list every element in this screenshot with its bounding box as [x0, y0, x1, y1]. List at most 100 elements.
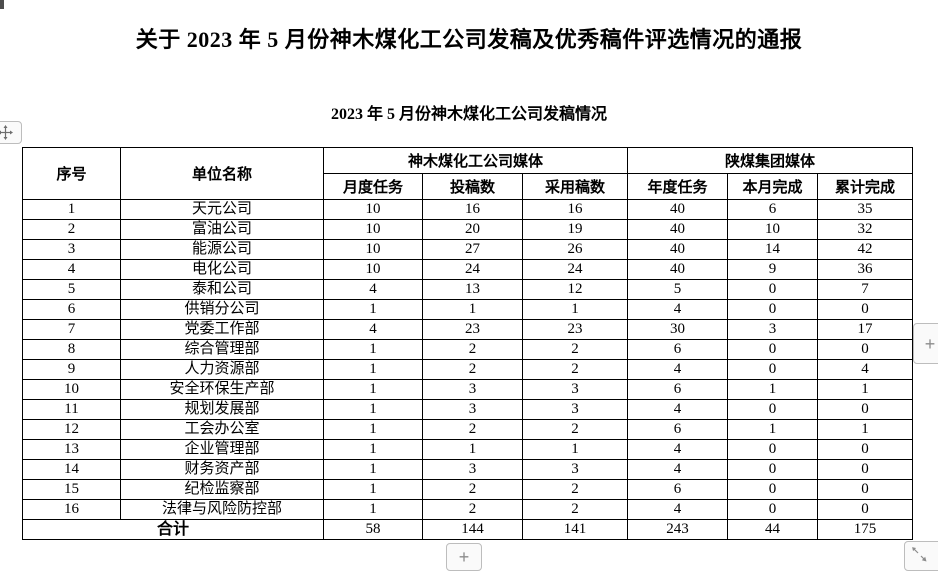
row-value[interactable]: 13	[422, 279, 523, 300]
document-title[interactable]: 关于 2023 年 5 月份神木煤化工公司发稿及优秀稿件评选情况的通报	[135, 27, 803, 52]
row-serial[interactable]: 6	[22, 299, 121, 320]
row-value[interactable]: 27	[422, 239, 523, 260]
row-unit-name[interactable]: 泰和公司	[120, 279, 324, 300]
row-value[interactable]: 6	[627, 379, 729, 400]
row-value[interactable]: 0	[727, 299, 819, 320]
row-value[interactable]: 1	[422, 439, 523, 460]
total-value[interactable]: 58	[323, 519, 423, 540]
row-value[interactable]: 2	[422, 359, 523, 380]
row-serial[interactable]: 7	[22, 319, 121, 340]
total-value[interactable]: 243	[627, 519, 729, 540]
row-value[interactable]: 2	[422, 339, 523, 360]
row-unit-name[interactable]: 电化公司	[120, 259, 324, 280]
row-serial[interactable]: 10	[22, 379, 121, 400]
row-value[interactable]: 0	[817, 439, 914, 460]
row-unit-name[interactable]: 综合管理部	[120, 339, 324, 360]
row-value[interactable]: 10	[323, 259, 423, 280]
col-header-cumulative-done[interactable]: 累计完成	[817, 173, 914, 200]
total-value[interactable]: 175	[817, 519, 914, 540]
row-value[interactable]: 1	[817, 379, 914, 400]
row-value[interactable]: 1	[323, 299, 423, 320]
table-move-handle[interactable]	[0, 121, 22, 144]
row-value[interactable]: 3	[521, 399, 629, 420]
col-header-annual-task[interactable]: 年度任务	[627, 173, 729, 200]
row-value[interactable]: 10	[323, 199, 423, 220]
col-header-serial[interactable]: 序号	[22, 147, 121, 200]
row-value[interactable]: 1	[323, 339, 423, 360]
row-value[interactable]: 0	[727, 479, 819, 500]
row-value[interactable]: 40	[627, 239, 729, 260]
row-value[interactable]: 6	[627, 339, 729, 360]
table-caption[interactable]: 2023 年 5 月份神木煤化工公司发稿情况	[330, 106, 607, 123]
row-value[interactable]: 0	[817, 399, 914, 420]
row-value[interactable]: 32	[817, 219, 914, 240]
row-unit-name[interactable]: 能源公司	[120, 239, 324, 260]
row-value[interactable]: 0	[727, 439, 819, 460]
row-value[interactable]: 40	[627, 199, 729, 220]
row-unit-name[interactable]: 供销分公司	[120, 299, 324, 320]
row-value[interactable]: 4	[627, 439, 729, 460]
row-unit-name[interactable]: 工会办公室	[120, 419, 324, 440]
row-value[interactable]: 2	[521, 419, 629, 440]
row-serial[interactable]: 2	[22, 219, 121, 240]
row-value[interactable]: 4	[323, 319, 423, 340]
row-value[interactable]: 16	[422, 199, 523, 220]
row-value[interactable]: 16	[521, 199, 629, 220]
row-value[interactable]: 9	[727, 259, 819, 280]
row-value[interactable]: 24	[521, 259, 629, 280]
row-value[interactable]: 4	[627, 459, 729, 480]
row-value[interactable]: 2	[521, 499, 629, 520]
row-value[interactable]: 2	[422, 479, 523, 500]
row-value[interactable]: 0	[727, 399, 819, 420]
row-value[interactable]: 1	[727, 419, 819, 440]
row-unit-name[interactable]: 人力资源部	[120, 359, 324, 380]
row-value[interactable]: 3	[727, 319, 819, 340]
row-value[interactable]: 0	[817, 499, 914, 520]
row-serial[interactable]: 13	[22, 439, 121, 460]
row-value[interactable]: 0	[817, 459, 914, 480]
col-header-adopted[interactable]: 采用稿数	[521, 173, 629, 200]
row-serial[interactable]: 4	[22, 259, 121, 280]
row-value[interactable]: 23	[521, 319, 629, 340]
row-value[interactable]: 19	[521, 219, 629, 240]
row-value[interactable]: 2	[521, 339, 629, 360]
row-value[interactable]: 2	[422, 499, 523, 520]
row-value[interactable]: 1	[817, 419, 914, 440]
row-value[interactable]: 23	[422, 319, 523, 340]
row-unit-name[interactable]: 法律与风险防控部	[120, 499, 324, 520]
row-unit-name[interactable]: 党委工作部	[120, 319, 324, 340]
row-value[interactable]: 1	[323, 379, 423, 400]
row-value[interactable]: 3	[422, 379, 523, 400]
col-header-submitted[interactable]: 投稿数	[422, 173, 523, 200]
row-serial[interactable]: 9	[22, 359, 121, 380]
row-value[interactable]: 20	[422, 219, 523, 240]
row-value[interactable]: 1	[727, 379, 819, 400]
insert-row-button[interactable]: +	[446, 543, 482, 571]
row-value[interactable]: 6	[627, 479, 729, 500]
row-unit-name[interactable]: 规划发展部	[120, 399, 324, 420]
row-value[interactable]: 1	[323, 439, 423, 460]
row-serial[interactable]: 3	[22, 239, 121, 260]
row-value[interactable]: 0	[727, 279, 819, 300]
total-value[interactable]: 141	[521, 519, 629, 540]
row-serial[interactable]: 1	[22, 199, 121, 220]
row-value[interactable]: 3	[422, 459, 523, 480]
row-value[interactable]: 1	[323, 359, 423, 380]
row-value[interactable]: 4	[627, 359, 729, 380]
row-unit-name[interactable]: 企业管理部	[120, 439, 324, 460]
row-value[interactable]: 14	[727, 239, 819, 260]
row-value[interactable]: 4	[323, 279, 423, 300]
row-value[interactable]: 2	[521, 359, 629, 380]
row-value[interactable]: 42	[817, 239, 914, 260]
row-unit-name[interactable]: 安全环保生产部	[120, 379, 324, 400]
col-group-shenmu-media[interactable]: 神木煤化工公司媒体	[322, 147, 629, 174]
row-serial[interactable]: 11	[22, 399, 121, 420]
row-value[interactable]: 1	[323, 479, 423, 500]
row-value[interactable]: 0	[817, 299, 914, 320]
row-value[interactable]: 5	[627, 279, 729, 300]
row-value[interactable]: 0	[817, 339, 914, 360]
row-value[interactable]: 3	[521, 379, 629, 400]
row-value[interactable]: 2	[521, 479, 629, 500]
col-header-monthly-task[interactable]: 月度任务	[323, 173, 423, 200]
row-value[interactable]: 12	[521, 279, 629, 300]
